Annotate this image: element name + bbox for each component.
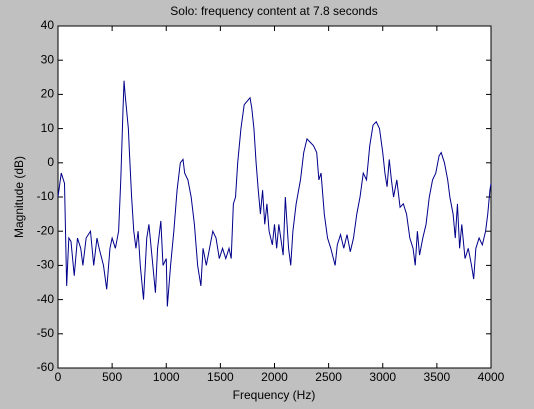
x-tick-label: 1000 bbox=[153, 370, 180, 384]
y-tick-label: -60 bbox=[37, 360, 55, 374]
x-tick-label: 2000 bbox=[261, 370, 288, 384]
y-tick-label: 30 bbox=[41, 52, 55, 66]
y-tick-label: -30 bbox=[37, 258, 55, 272]
y-tick-label: 40 bbox=[41, 18, 55, 32]
x-tick-label: 2500 bbox=[315, 370, 342, 384]
x-tick-label: 1500 bbox=[207, 370, 234, 384]
y-tick-label: 20 bbox=[41, 87, 55, 101]
x-tick-label: 0 bbox=[55, 370, 62, 384]
y-axis-label: Magnitude (dB) bbox=[12, 156, 26, 238]
x-axis-label: Frequency (Hz) bbox=[233, 388, 316, 402]
y-tick-label: -20 bbox=[37, 223, 55, 237]
x-tick-label: 3000 bbox=[369, 370, 396, 384]
plot-area bbox=[57, 25, 492, 369]
y-tick-label: -40 bbox=[37, 292, 55, 306]
data-line bbox=[57, 80, 492, 307]
x-tick-label: 500 bbox=[102, 370, 122, 384]
x-tick-label: 4000 bbox=[478, 370, 505, 384]
y-tick-label: 10 bbox=[41, 121, 55, 135]
y-tick-label: -50 bbox=[37, 326, 55, 340]
y-tick-label: -10 bbox=[37, 189, 55, 203]
x-tick-label: 3500 bbox=[424, 370, 451, 384]
chart-title: Solo: frequency content at 7.8 seconds bbox=[170, 4, 377, 18]
y-tick-label: 0 bbox=[47, 155, 54, 169]
